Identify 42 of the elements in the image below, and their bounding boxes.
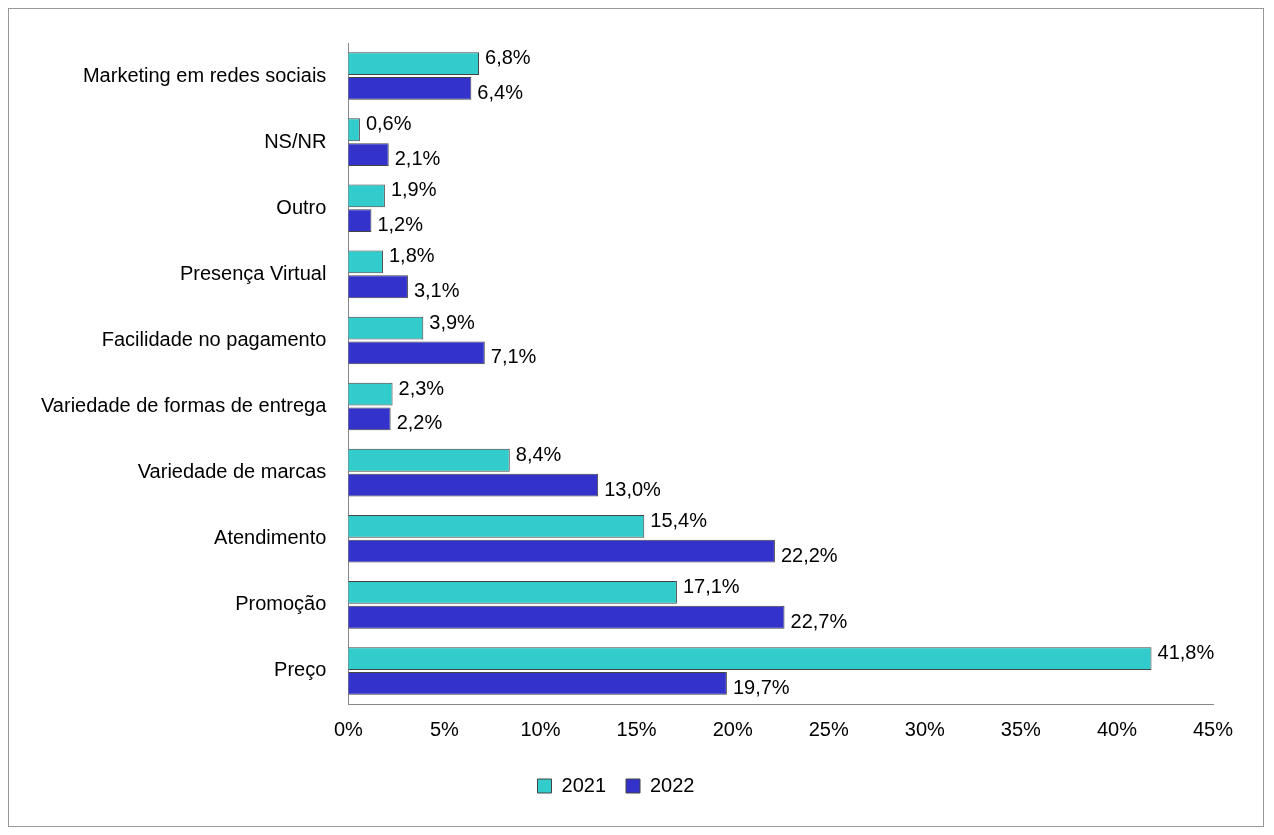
- data-label: 0,6%: [365, 112, 412, 135]
- data-label: 17,1%: [682, 574, 740, 597]
- legend-label: 2022: [650, 773, 695, 796]
- y-tick-label: Presença Virtual: [179, 261, 327, 284]
- data-label: 19,7%: [732, 675, 790, 698]
- x-tick-label: 45%: [1192, 717, 1234, 740]
- y-tick-label: Facilidade no pagamento: [101, 327, 327, 350]
- y-tick-label: Variedade de formas de entrega: [41, 394, 328, 417]
- y-tick-label: NS/NR: [264, 129, 327, 152]
- data-label: 6,4%: [477, 80, 524, 103]
- y-tick-label: Variedade de marcas: [137, 460, 327, 483]
- data-label: 1,8%: [388, 244, 435, 267]
- data-label: 2,3%: [398, 376, 445, 399]
- data-label: 2,2%: [396, 411, 443, 434]
- data-label: 7,1%: [490, 345, 537, 368]
- x-tick-label: 20%: [712, 717, 753, 740]
- data-label: 15,4%: [650, 508, 708, 531]
- x-tick-label: 30%: [904, 717, 946, 740]
- x-tick-label: 25%: [808, 717, 849, 740]
- x-tick-label: 10%: [520, 717, 561, 740]
- x-tick-label: 0%: [333, 717, 364, 740]
- legend-label: 2021: [561, 773, 607, 796]
- x-tick-label: 40%: [1096, 717, 1138, 740]
- data-label: 3,1%: [413, 279, 460, 302]
- data-label: 1,9%: [390, 178, 437, 201]
- data-label: 13,0%: [604, 477, 662, 500]
- y-tick-label: Marketing em redes sociais: [82, 63, 327, 86]
- y-tick-label: Promoção: [235, 592, 327, 615]
- x-tick-label: 35%: [1000, 717, 1042, 740]
- x-tick-label: 15%: [616, 717, 657, 740]
- data-label: 1,2%: [377, 213, 424, 236]
- data-label: 8,4%: [515, 442, 562, 465]
- data-label: 6,8%: [485, 46, 531, 69]
- data-label: 22,7%: [790, 609, 848, 632]
- data-label: 3,9%: [429, 310, 476, 333]
- data-label: 2,1%: [394, 147, 441, 170]
- y-tick-label: Atendimento: [214, 526, 327, 549]
- y-tick-label: Outro: [276, 195, 327, 218]
- x-tick-label: 5%: [429, 717, 460, 740]
- y-tick-label: Preço: [274, 658, 327, 681]
- data-label: 41,8%: [1157, 641, 1215, 664]
- data-label: 22,2%: [780, 543, 838, 566]
